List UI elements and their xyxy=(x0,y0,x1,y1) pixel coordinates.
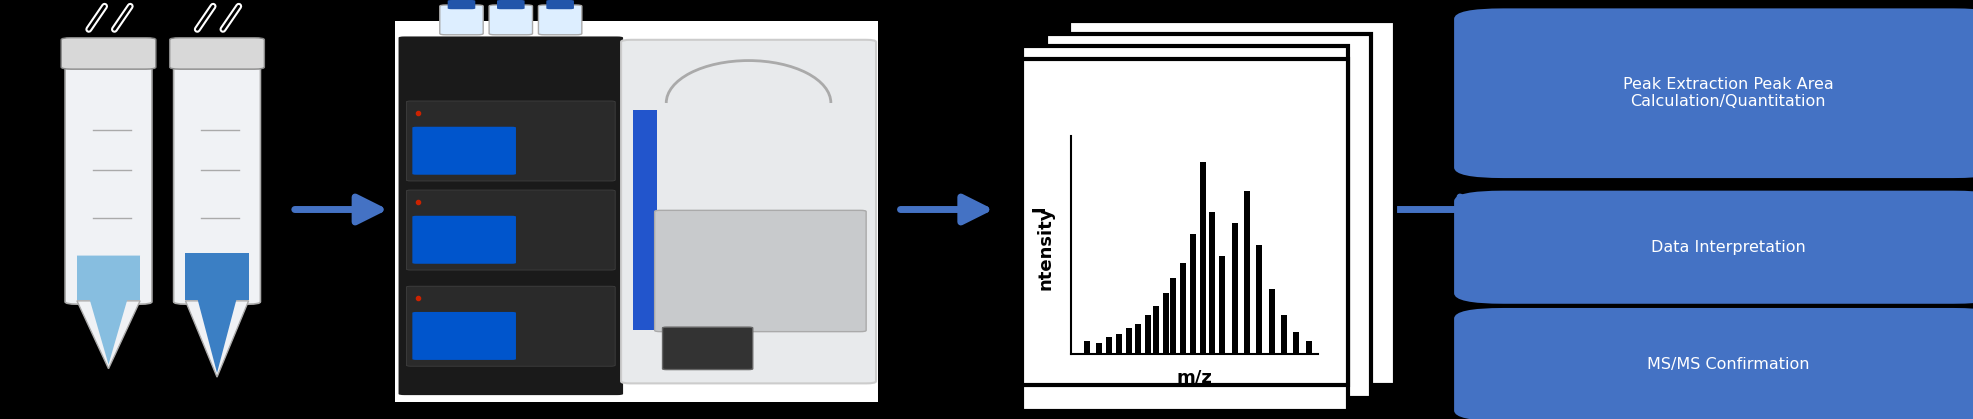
FancyBboxPatch shape xyxy=(621,40,876,383)
FancyBboxPatch shape xyxy=(65,60,152,304)
Bar xyxy=(1190,234,1196,354)
Bar xyxy=(1083,341,1089,354)
Bar xyxy=(1280,315,1286,354)
Bar xyxy=(1219,256,1225,354)
FancyBboxPatch shape xyxy=(412,216,517,264)
Bar xyxy=(77,256,140,300)
FancyBboxPatch shape xyxy=(489,5,533,35)
FancyBboxPatch shape xyxy=(1022,59,1348,385)
FancyBboxPatch shape xyxy=(406,286,616,366)
Bar xyxy=(1200,162,1206,354)
FancyBboxPatch shape xyxy=(497,0,525,9)
FancyBboxPatch shape xyxy=(406,190,616,270)
Bar xyxy=(1097,343,1103,354)
FancyBboxPatch shape xyxy=(61,38,156,69)
Text: I: I xyxy=(1030,205,1050,212)
FancyBboxPatch shape xyxy=(174,60,260,304)
Bar xyxy=(185,253,249,300)
Bar xyxy=(1231,223,1237,354)
FancyBboxPatch shape xyxy=(412,312,517,360)
FancyBboxPatch shape xyxy=(1069,21,1395,385)
FancyBboxPatch shape xyxy=(395,21,878,402)
Bar xyxy=(1105,336,1113,354)
FancyBboxPatch shape xyxy=(170,38,264,69)
Bar xyxy=(1294,332,1300,354)
Polygon shape xyxy=(185,301,249,377)
Bar xyxy=(1125,328,1133,354)
FancyBboxPatch shape xyxy=(406,101,616,181)
FancyBboxPatch shape xyxy=(547,0,574,9)
Bar xyxy=(1162,293,1168,354)
FancyBboxPatch shape xyxy=(399,36,623,395)
Bar xyxy=(1144,315,1152,354)
FancyBboxPatch shape xyxy=(539,5,582,35)
Bar xyxy=(1152,306,1158,354)
Text: Data Interpretation: Data Interpretation xyxy=(1651,240,1805,255)
FancyBboxPatch shape xyxy=(1046,34,1371,398)
Bar xyxy=(1306,341,1312,354)
Bar xyxy=(1245,191,1251,354)
FancyBboxPatch shape xyxy=(633,110,657,330)
Bar xyxy=(1209,212,1215,354)
FancyBboxPatch shape xyxy=(1454,191,1973,304)
Bar xyxy=(1269,289,1275,354)
FancyBboxPatch shape xyxy=(1454,8,1973,178)
Text: m/z: m/z xyxy=(1176,368,1213,386)
Polygon shape xyxy=(77,256,140,365)
FancyBboxPatch shape xyxy=(448,0,475,9)
Bar xyxy=(1136,323,1142,354)
FancyBboxPatch shape xyxy=(440,5,483,35)
Text: Peak Extraction Peak Area
Calculation/Quantitation: Peak Extraction Peak Area Calculation/Qu… xyxy=(1624,77,1833,109)
FancyBboxPatch shape xyxy=(1022,46,1348,411)
FancyBboxPatch shape xyxy=(663,327,754,370)
Bar xyxy=(1117,334,1123,354)
FancyBboxPatch shape xyxy=(655,210,866,332)
FancyBboxPatch shape xyxy=(1454,308,1973,419)
Bar xyxy=(1170,278,1176,354)
Polygon shape xyxy=(185,253,249,373)
Polygon shape xyxy=(77,301,140,369)
Text: MS/MS Confirmation: MS/MS Confirmation xyxy=(1647,357,1809,372)
Text: ntensity: ntensity xyxy=(1036,207,1056,290)
FancyBboxPatch shape xyxy=(412,127,517,175)
Bar xyxy=(1257,245,1263,354)
Bar xyxy=(1180,263,1186,354)
